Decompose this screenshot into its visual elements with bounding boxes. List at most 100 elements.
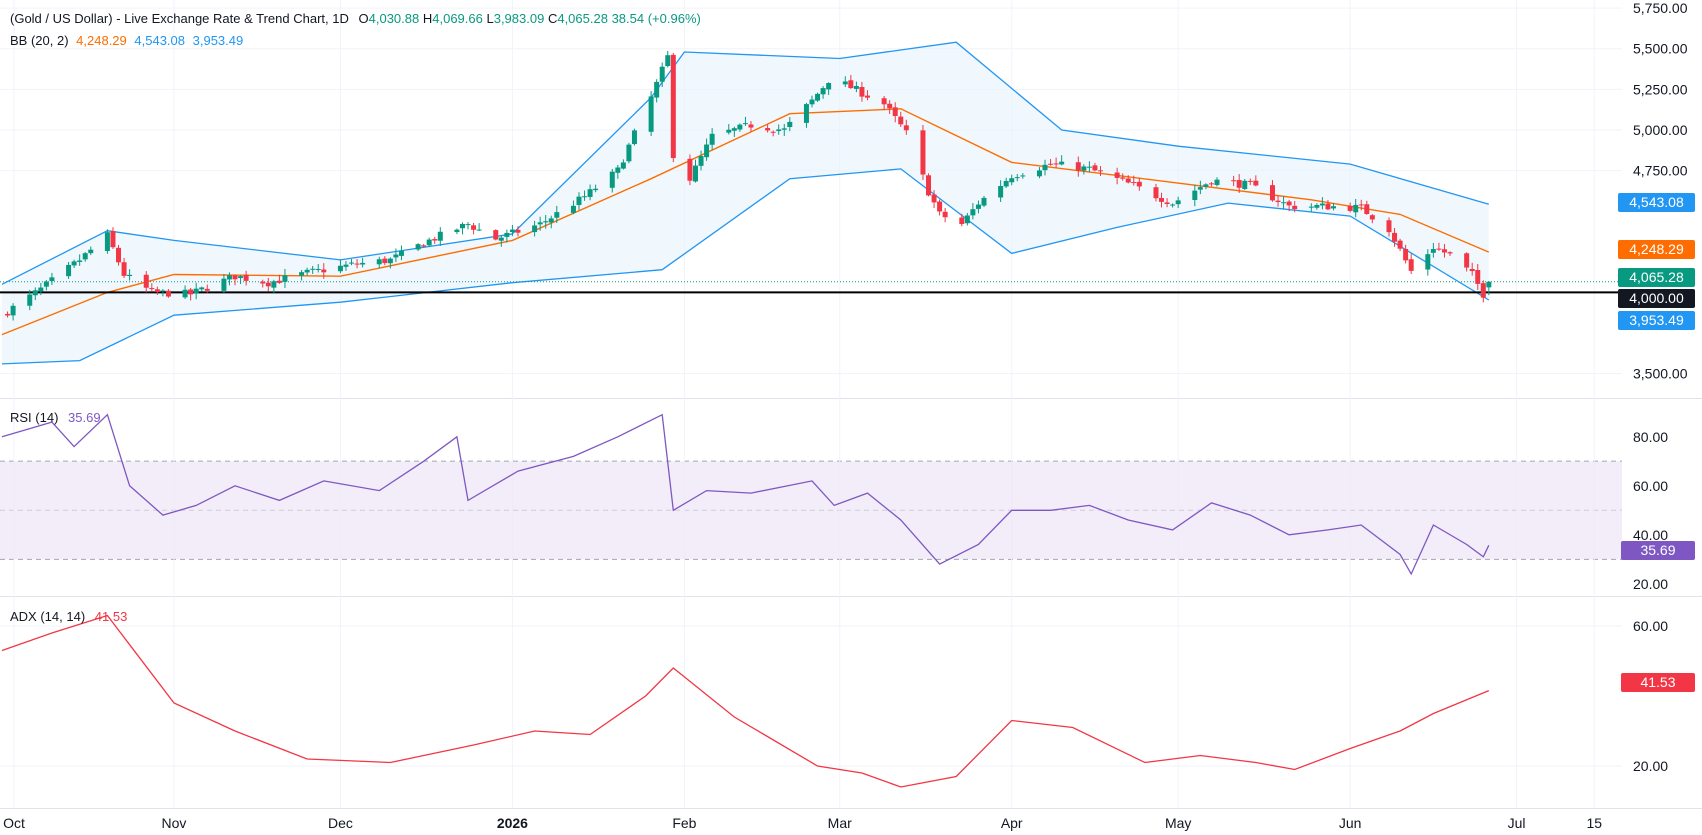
candle-body (315, 268, 321, 270)
candle-body (282, 275, 288, 282)
candle-body (665, 55, 671, 67)
candle-body (615, 167, 621, 173)
candle-body (504, 232, 510, 237)
candle-body (532, 225, 538, 233)
candle-body (1214, 179, 1220, 185)
candle-body (765, 128, 771, 131)
candle-body (698, 156, 704, 166)
bb-legend[interactable]: BB (20, 2) 4,248.29 4,543.08 3,953.49 (10, 33, 243, 48)
candle-body (77, 260, 83, 262)
candle-body (1469, 268, 1475, 272)
candle-body (631, 130, 637, 145)
candle-body (1097, 170, 1103, 172)
candle-body (1175, 200, 1181, 205)
candle-body (1131, 182, 1137, 184)
adx-line (1, 614, 1490, 788)
candle-body (232, 275, 238, 280)
bb-basis-value: 4,248.29 (76, 33, 127, 48)
candle-body (1480, 283, 1486, 298)
rsi-value-badge: 35.69 (1621, 541, 1695, 560)
candle-body (432, 239, 438, 241)
candle-body (787, 121, 793, 127)
candle-body (1009, 178, 1015, 183)
bb-basis-badge: 4,248.29 (1618, 240, 1695, 259)
candle-body (726, 129, 732, 133)
bb-lower-line (1, 168, 1490, 365)
time-tick-label: Jul (1508, 815, 1526, 831)
candle-body (1075, 162, 1081, 171)
candle-body (110, 230, 116, 248)
adx-legend[interactable]: ADX (14, 14) 41.53 (10, 609, 127, 624)
candlestick-series (5, 51, 1492, 321)
candle-body (149, 288, 155, 290)
time-tick-label: Feb (672, 815, 696, 831)
candle-body (1192, 190, 1198, 201)
time-tick-label: Nov (162, 815, 187, 831)
candle-body (1114, 172, 1120, 178)
candle-body (66, 264, 72, 277)
candle-body (981, 197, 987, 206)
candle-body (5, 313, 11, 316)
candle-body (165, 290, 171, 297)
candle-body (459, 224, 465, 229)
candle-body (1269, 185, 1275, 201)
candle-body (1353, 204, 1359, 213)
adx-tick-label: 20.00 (1633, 758, 1668, 774)
candle-body (310, 268, 316, 270)
candle-body (1003, 180, 1009, 187)
candle-body (593, 188, 599, 191)
candle-body (1447, 252, 1453, 254)
candle-body (731, 128, 737, 131)
indicator-fills (0, 42, 1622, 560)
candle-body (382, 258, 388, 264)
candle-body (820, 88, 826, 95)
change-value: 38.54 (+0.96%) (611, 11, 701, 26)
candle-body (864, 95, 870, 98)
candle-body (1136, 181, 1142, 187)
adx-label: ADX (14, 14) (10, 609, 86, 624)
candle-body (1014, 177, 1020, 179)
time-tick-label: May (1165, 815, 1191, 831)
candle-body (343, 264, 349, 267)
candle-body (582, 196, 588, 198)
candle-body (1203, 184, 1209, 187)
adx-value: 41.53 (94, 609, 128, 624)
candle-body (1392, 232, 1398, 242)
symbol-title[interactable]: (Gold / US Dollar) - Live Exchange Rate … (10, 11, 349, 26)
close-label: C (547, 11, 558, 26)
candle-body (1059, 161, 1065, 165)
candle-body (1048, 163, 1054, 165)
candle-body (848, 80, 854, 89)
rsi-tick-label: 20.00 (1633, 576, 1668, 592)
candle-body (121, 262, 127, 276)
indicator-lines (0, 41, 1622, 788)
candle-body (926, 175, 932, 196)
candle-body (476, 229, 482, 231)
rsi-legend[interactable]: RSI (14) 35.69 (10, 410, 101, 425)
candle-body (154, 289, 160, 292)
candle-body (1408, 259, 1414, 271)
candle-body (509, 229, 515, 233)
price-tick-label: 5,250.00 (1633, 81, 1688, 97)
candle-body (609, 171, 615, 188)
candle-body (1197, 187, 1203, 190)
candle-body (1086, 166, 1092, 168)
time-tick-label: Jun (1339, 815, 1362, 831)
candle-body (1386, 220, 1392, 233)
candle-body (809, 99, 815, 105)
bb-label: BB (20, 2) (10, 33, 69, 48)
candle-body (337, 265, 343, 272)
candle-body (776, 129, 782, 132)
candle-body (737, 124, 743, 130)
candle-body (1308, 206, 1314, 208)
rsi-tick-label: 40.00 (1633, 527, 1668, 543)
candle-body (1319, 203, 1325, 206)
candle-body (127, 274, 133, 277)
candle-body (892, 107, 898, 116)
candle-body (10, 305, 16, 316)
candle-body (670, 54, 676, 159)
candle-body (853, 86, 859, 89)
candle-body (1314, 205, 1320, 208)
candle-body (498, 237, 504, 241)
